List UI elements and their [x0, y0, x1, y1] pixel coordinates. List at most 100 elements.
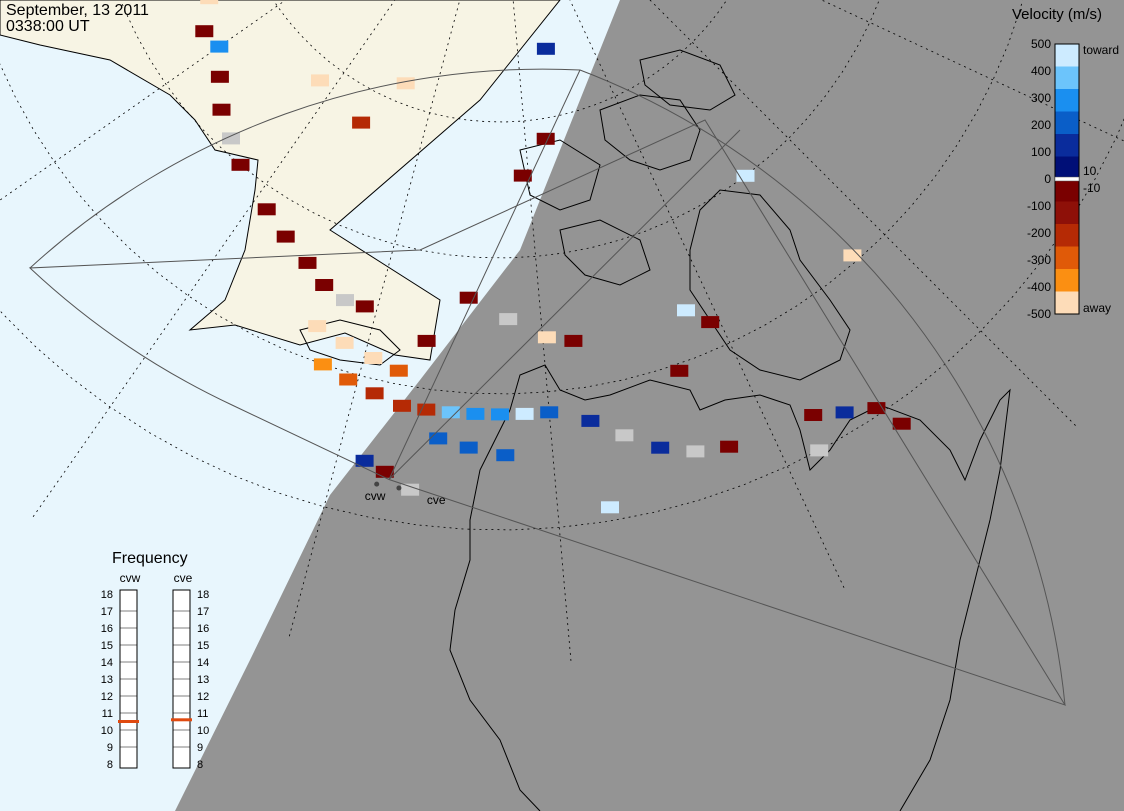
velocity-cell [417, 334, 436, 347]
coastline [299, 319, 401, 366]
longitude-line [31, 0, 396, 519]
velocity-cell [515, 407, 534, 420]
velocity-cell [355, 300, 374, 313]
legend-tick-label: 200 [1031, 118, 1051, 132]
legend-tick-label: 100 [1031, 145, 1051, 159]
frequency-scale-label: 18 [101, 589, 113, 601]
frequency-radar-label: cvw [120, 571, 141, 585]
velocity-cell [401, 483, 420, 496]
frequency-scale-label: 16 [197, 623, 209, 635]
legend-swatch [1055, 66, 1079, 90]
velocity-cell [804, 409, 823, 421]
velocity-legend: 500 400 300 200 100 0 -100 -200 -300 -400 -500 towa… [1027, 37, 1119, 321]
legend-swatch [1055, 269, 1079, 292]
frequency-scale-label: 17 [197, 606, 209, 618]
frequency-scale-label: 10 [101, 725, 113, 737]
velocity-cell [311, 74, 329, 87]
frequency-radar-label: cve [174, 571, 193, 585]
date-label: September, 13 2011 [6, 2, 149, 19]
legend-tick-label: -100 [1027, 199, 1051, 213]
longitude-line [0, 0, 287, 201]
velocity-cells [195, 0, 911, 514]
velocity-cell [686, 445, 705, 458]
velocity-cell [298, 256, 317, 269]
frequency-scale-label: 14 [101, 657, 113, 669]
legend-zero-positive: 10 [1083, 164, 1097, 178]
velocity-cell [892, 417, 911, 430]
velocity-cell [466, 407, 485, 420]
velocity-cell [393, 399, 411, 412]
velocity-cell [540, 406, 559, 419]
velocity-cell [315, 279, 334, 291]
coastline [639, 49, 736, 111]
velocity-cell [499, 313, 518, 326]
radar-fov-arc [29, 68, 1066, 706]
velocity-cell [537, 331, 556, 344]
frequency-marker [118, 720, 139, 723]
alaska-land [0, 0, 561, 361]
legend-swatch [1055, 224, 1079, 247]
velocity-cell [195, 25, 214, 38]
beam-line [388, 69, 581, 480]
legend-swatch [1055, 156, 1079, 180]
legend-tick-label: -300 [1027, 253, 1051, 267]
velocity-cell [276, 230, 295, 243]
velocity-cell [417, 403, 436, 416]
velocity-cell [459, 441, 478, 454]
legend-swatch [1055, 111, 1079, 135]
legend-tick-label: 500 [1031, 37, 1051, 51]
velocity-cell [843, 249, 862, 262]
velocity-cell [335, 336, 354, 349]
frequency-scale-label: 10 [197, 725, 209, 737]
time-label: 0338:00 UT [6, 18, 90, 35]
radar-site-marker [396, 485, 402, 491]
radar-site-label: cvw [365, 489, 386, 503]
velocity-cell [670, 364, 689, 377]
velocity-cell [231, 158, 250, 171]
coastline [559, 219, 651, 286]
velocity-cell [459, 291, 478, 304]
frequency-scale-label: 17 [101, 606, 113, 618]
coastline [689, 189, 851, 381]
frequency-scale-label: 13 [101, 674, 113, 686]
night-shade [175, 0, 1124, 811]
velocity-cell [210, 40, 229, 53]
longitude-line [569, 0, 846, 590]
legend-swatch [1055, 201, 1079, 225]
frequency-scale-label: 11 [102, 708, 113, 720]
legend-swatch [1055, 179, 1079, 202]
velocity-cell [564, 334, 583, 347]
velocity-cell [720, 440, 739, 453]
legend-swatch [1055, 44, 1079, 67]
velocity-cell [352, 116, 371, 129]
velocity-cell [257, 203, 276, 216]
velocity-cell [513, 169, 532, 182]
frequency-scale-label: 14 [197, 657, 209, 669]
velocity-cell [339, 373, 358, 386]
frequency-scale-label: 8 [197, 759, 203, 771]
velocity-cell [200, 0, 219, 5]
latitude-line [0, 118, 1124, 531]
velocity-cell [210, 70, 229, 83]
legend-tick-label: 0 [1044, 172, 1051, 186]
map-overlay: cvw cve 500 400 300 200 100 0 -100 -200 -300 -400 -5… [28, 37, 1119, 771]
frequency-marker [171, 718, 192, 722]
longitude-line [820, 0, 1124, 142]
longitude-line [649, 0, 1078, 428]
legend-tick-label: 300 [1031, 91, 1051, 105]
velocity-cell [677, 304, 695, 317]
velocity-cell [364, 352, 383, 364]
velocity-cell [536, 132, 555, 145]
legend-swatch [1055, 246, 1079, 270]
frequency-scale-label: 15 [101, 640, 113, 652]
radar-site-label: cve [427, 493, 446, 507]
legend-tick-label: 400 [1031, 64, 1051, 78]
legend-tick-label: -400 [1027, 280, 1051, 294]
velocity-cell [701, 316, 720, 329]
velocity-cell [441, 406, 460, 419]
legend-tick-label: -500 [1027, 307, 1051, 321]
legend-zero-negative: -10 [1083, 181, 1101, 195]
coastline [449, 609, 541, 811]
radar-fov-outline [28, 119, 1067, 706]
